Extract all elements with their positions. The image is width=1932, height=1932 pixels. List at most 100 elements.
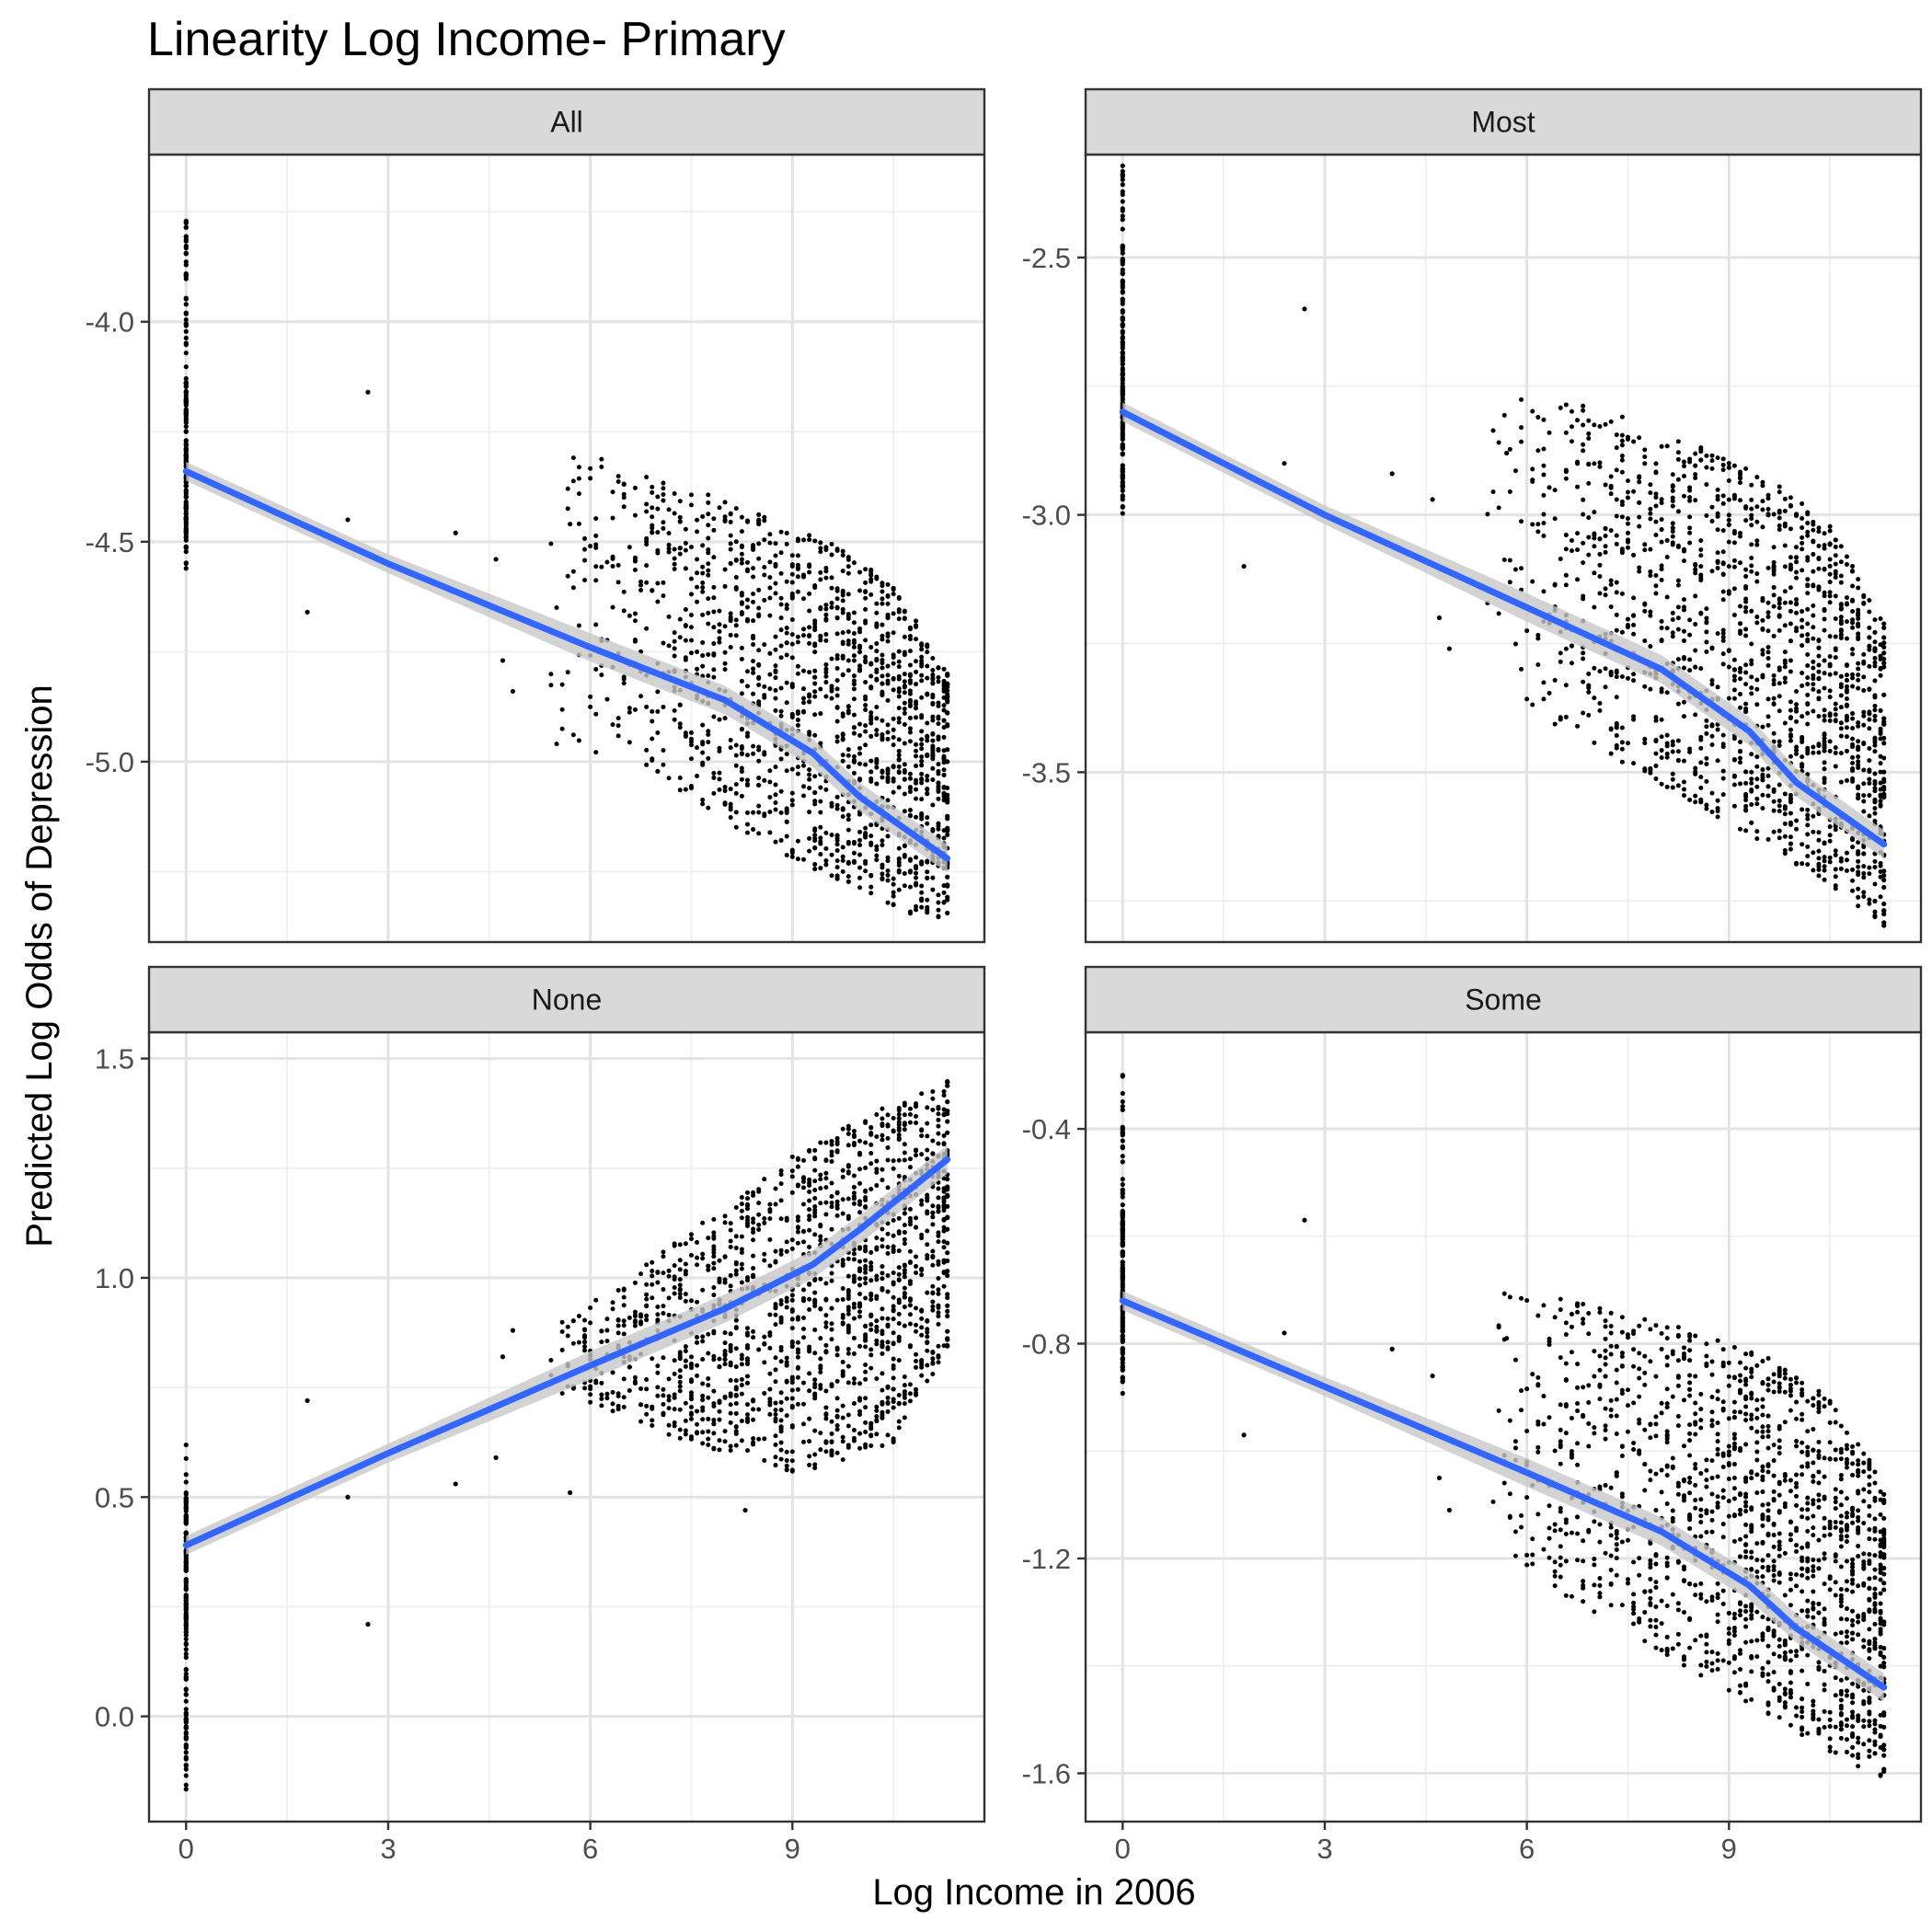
data-point — [857, 829, 863, 834]
data-point — [1670, 503, 1675, 509]
data-point — [565, 670, 570, 675]
data-point — [666, 1406, 672, 1411]
data-point — [851, 644, 857, 650]
data-point — [834, 833, 840, 838]
data-point — [823, 1158, 829, 1164]
data-point — [812, 641, 818, 647]
data-point — [829, 1149, 834, 1155]
data-point — [925, 1147, 930, 1153]
data-point — [874, 576, 880, 581]
data-point — [1569, 548, 1574, 554]
data-point — [1693, 664, 1698, 670]
data-point — [1838, 684, 1844, 690]
data-point — [1659, 618, 1664, 624]
facet-panel-all: All-4.0-4.5-5.0 — [86, 87, 986, 944]
data-point — [880, 601, 885, 606]
data-point — [857, 776, 863, 782]
data-point — [183, 1496, 189, 1501]
data-point — [885, 1409, 891, 1414]
data-point — [1856, 746, 1861, 752]
data-point — [907, 726, 913, 731]
data-point — [1827, 748, 1833, 753]
data-point — [1800, 670, 1805, 675]
data-point — [1760, 479, 1765, 485]
data-point — [945, 798, 950, 803]
data-point — [945, 792, 950, 798]
data-point — [666, 549, 672, 555]
data-point — [1715, 631, 1720, 637]
data-point — [1586, 480, 1592, 486]
data-point — [1833, 886, 1838, 891]
data-point — [1693, 769, 1698, 775]
data-point — [914, 870, 919, 876]
data-point — [1805, 512, 1811, 517]
data-point — [907, 884, 913, 890]
data-point — [510, 1328, 516, 1333]
data-point — [773, 792, 778, 798]
data-point — [677, 1291, 683, 1296]
data-point — [655, 1270, 661, 1275]
data-point — [1614, 541, 1619, 546]
data-point — [1597, 573, 1603, 579]
data-point — [1765, 600, 1771, 605]
data-point — [1648, 569, 1653, 574]
data-point — [812, 1290, 818, 1295]
data-point — [829, 832, 834, 837]
data-point — [1878, 726, 1883, 731]
data-point — [695, 1262, 700, 1268]
data-point — [744, 1448, 750, 1454]
data-point — [305, 609, 310, 615]
data-point — [756, 747, 762, 753]
data-point — [183, 1773, 189, 1778]
data-point — [773, 1379, 778, 1385]
data-point — [683, 547, 688, 553]
data-point — [845, 668, 851, 673]
data-point — [789, 571, 795, 577]
data-point — [559, 707, 565, 712]
data-point — [655, 581, 661, 586]
data-point — [1872, 786, 1878, 791]
data-point — [896, 769, 902, 775]
data-point — [615, 716, 621, 721]
data-point — [863, 580, 868, 585]
data-point — [801, 627, 807, 632]
data-point — [756, 556, 762, 561]
data-point — [778, 1390, 784, 1396]
data-point — [582, 578, 588, 583]
data-point — [1822, 713, 1827, 719]
data-point — [666, 1432, 672, 1437]
data-point — [604, 696, 610, 702]
data-point — [1608, 578, 1614, 583]
data-point — [936, 721, 941, 727]
data-point — [1777, 597, 1782, 603]
data-point — [1816, 662, 1822, 668]
data-point — [919, 654, 925, 660]
data-point — [1648, 506, 1653, 512]
data-point — [896, 1132, 902, 1137]
data-point — [902, 722, 907, 728]
data-point — [733, 1268, 739, 1273]
data-point — [829, 1142, 834, 1147]
data-point — [1687, 797, 1693, 802]
data-point — [914, 1153, 919, 1158]
data-point — [930, 802, 936, 808]
data-point — [914, 618, 919, 624]
data-point — [840, 1457, 845, 1463]
data-point — [1881, 664, 1887, 670]
data-point — [823, 1324, 829, 1329]
data-point — [1800, 683, 1805, 688]
data-point — [1805, 521, 1811, 526]
data-point — [807, 569, 812, 575]
data-point — [1794, 559, 1800, 565]
data-point — [880, 877, 885, 882]
data-point — [840, 736, 845, 742]
data-point — [644, 1303, 650, 1308]
data-point — [1631, 678, 1637, 684]
data-point — [650, 756, 655, 762]
panel-plot-area — [1086, 155, 1921, 942]
data-point — [868, 1161, 874, 1167]
data-point — [863, 679, 868, 684]
data-point — [1856, 677, 1861, 683]
data-point — [1800, 740, 1805, 745]
data-point — [695, 1421, 700, 1427]
